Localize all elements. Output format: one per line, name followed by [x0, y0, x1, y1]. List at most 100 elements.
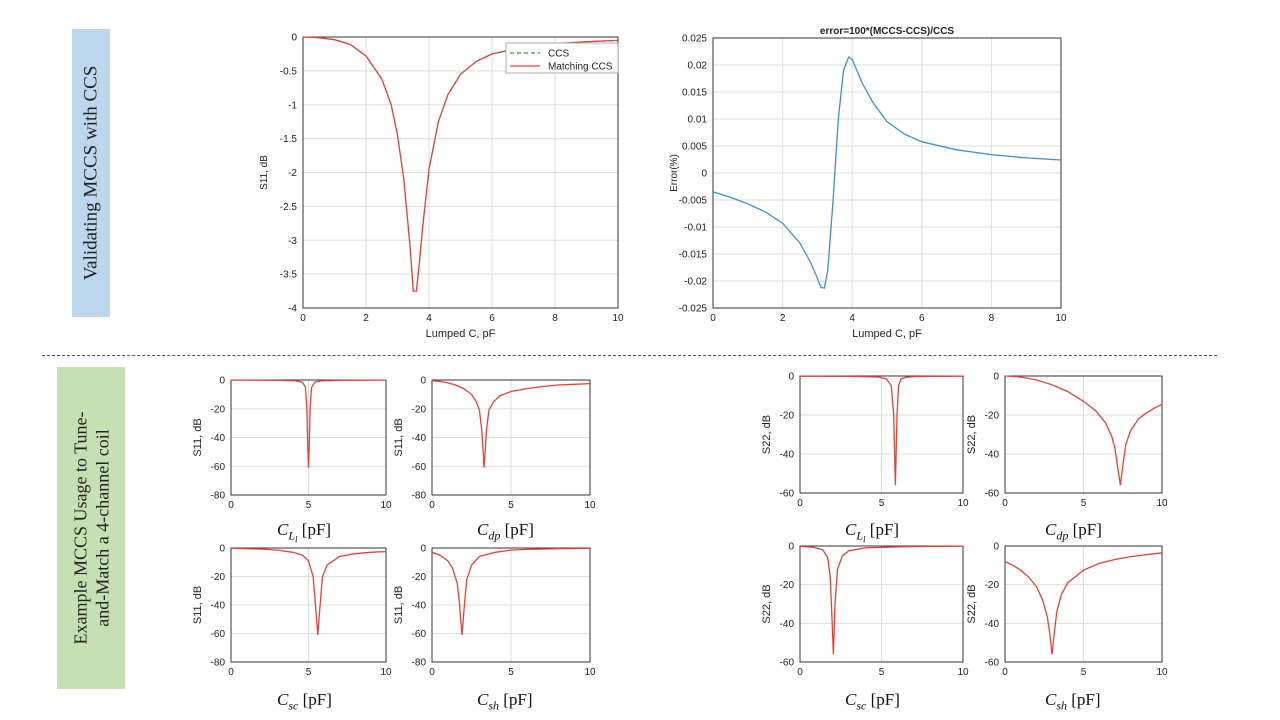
x-tick-label: 10	[957, 667, 969, 678]
plot-frame	[799, 545, 964, 663]
y-tick-label: -1	[288, 100, 297, 111]
y-axis-label: S11, dB	[393, 418, 405, 456]
x-axis-label: Lumped C, pF	[852, 328, 922, 340]
y-axis-label: S11, dB	[393, 586, 405, 624]
chart-s11-csh: 0 5 10 0 -20 -40 -60 -80 S11, dB	[393, 544, 596, 679]
y-tick-label: -80	[211, 491, 226, 502]
y-tick-label: -3	[288, 236, 297, 247]
x-tick-label: 4	[426, 313, 432, 324]
series-line-s22	[799, 545, 964, 655]
y-axis-label: S22, dB	[761, 584, 773, 623]
chart-s22-cll: 0 5 10 0 -20 -40 -60 S22, dB	[761, 372, 969, 510]
y-axis-label: S11, dB	[192, 586, 204, 624]
y-tick-label: -40	[780, 450, 795, 461]
y-axis-label: S11, dB	[192, 418, 204, 456]
y-tick-label: -0.02	[684, 277, 707, 288]
x-tick-label: 0	[429, 500, 435, 511]
y-tick-label: -0.5	[280, 66, 298, 77]
y-tick-label: 0.005	[682, 142, 707, 153]
x-tick-label: 5	[1081, 667, 1087, 678]
param-label-csh-right-bottom: Csh [pF]	[1045, 690, 1101, 713]
x-tick-label: 6	[489, 313, 495, 324]
plot-frame	[799, 375, 964, 494]
series-line-s11	[431, 380, 591, 468]
chart-s11-validation: 0 2 4 6 8 10 0 -0.5 -1 -1.5 -2 -2.5 -3 -3.5 -4 Lumped C…	[259, 33, 624, 341]
x-tick-label: 2	[363, 313, 369, 324]
param-label-csc-left-bottom: Csc [pF]	[277, 690, 332, 713]
y-axis-label: S11, dB	[259, 155, 270, 190]
x-tick-label: 8	[552, 313, 558, 324]
section-divider	[42, 355, 1217, 356]
y-tick-label: -0.005	[679, 196, 708, 207]
y-tick-label: -3.5	[280, 270, 298, 281]
y-tick-label: -60	[780, 658, 795, 669]
plot-frame	[431, 379, 591, 496]
y-tick-label: 0	[788, 372, 794, 383]
y-tick-label: -1.5	[280, 134, 298, 145]
chart-s22-csc: 0 5 10 0 -20 -40 -60 S22, dB	[761, 542, 969, 679]
y-tick-label: -20	[985, 580, 1000, 591]
y-tick-label: -20	[985, 411, 1000, 422]
x-tick-label: 10	[1156, 667, 1168, 678]
x-tick-label: 10	[612, 313, 624, 324]
chart-s11-cdp: 0 5 10 0 -20 -40 -60 -80 S11, dB	[393, 376, 596, 512]
section-label-example: Example MCCS Usage to Tune- and-Match a …	[57, 367, 125, 689]
x-tick-label: 0	[797, 667, 803, 678]
y-tick-label: -40	[780, 619, 795, 630]
x-axis-label: Lumped C, pF	[426, 328, 496, 340]
chart-s22-csh: 0 5 10 0 -20 -40 -60 S22, dB	[966, 542, 1168, 679]
param-label-csc-right-bottom: Csc [pF]	[845, 690, 900, 713]
x-tick-label: 0	[228, 667, 234, 678]
y-tick-label: 0	[219, 544, 225, 555]
legend-entry: CCS	[548, 49, 569, 60]
y-tick-label: -20	[780, 411, 795, 422]
y-tick-label: -20	[780, 580, 795, 591]
plot-frame	[1004, 375, 1163, 494]
y-tick-label: 0	[788, 542, 794, 553]
y-tick-label: 0.025	[682, 34, 707, 45]
y-tick-label: -40	[412, 601, 427, 612]
chart-title: error=100*(MCCS-CCS)/CCS	[820, 26, 955, 37]
section-label-validation: Validating MCCS with CCS	[72, 29, 110, 317]
y-tick-label: 0.015	[682, 88, 707, 99]
plot-frame	[431, 547, 591, 663]
y-tick-label: -40	[211, 433, 226, 444]
y-tick-label: -60	[780, 489, 795, 500]
plot-frame	[712, 37, 1062, 309]
x-tick-label: 10	[380, 500, 392, 511]
y-tick-label: -60	[412, 629, 427, 640]
x-tick-label: 5	[508, 500, 514, 511]
y-tick-label: 0.02	[688, 61, 708, 72]
y-tick-label: 0	[993, 542, 999, 553]
y-tick-label: 0	[701, 169, 707, 180]
legend-entry: Matching CCS	[548, 62, 613, 73]
x-tick-label: 5	[306, 500, 312, 511]
param-label-cdp-right-top: Cdp [pF]	[1045, 520, 1102, 543]
series-line-error	[712, 55, 1062, 289]
x-tick-label: 0	[228, 500, 234, 511]
y-tick-label: -2	[288, 168, 297, 179]
x-tick-label: 0	[429, 667, 435, 678]
x-tick-label: 0	[1002, 667, 1008, 678]
y-tick-label: 0.01	[688, 115, 708, 126]
y-tick-label: -20	[211, 572, 226, 583]
param-label-cdp-left-top: Cdp [pF]	[477, 520, 534, 543]
plot-frame	[230, 379, 387, 496]
chart-s22-cdp: 0 5 10 0 -20 -40 -60 S22, dB	[966, 372, 1168, 510]
y-tick-label: 0	[291, 33, 297, 44]
x-tick-label: 0	[710, 313, 716, 324]
series-line-s11	[431, 547, 591, 635]
x-tick-label: 4	[849, 313, 855, 324]
y-tick-label: 0	[993, 372, 999, 383]
series-line-s22	[1004, 552, 1163, 655]
y-tick-label: -40	[985, 450, 1000, 461]
x-tick-label: 5	[879, 667, 885, 678]
x-tick-label: 10	[584, 667, 596, 678]
chart-s11-cll: 0 5 10 0 -20 -40 -60 -80 S11, dB	[192, 376, 392, 512]
x-tick-label: 5	[879, 498, 885, 509]
param-label-cll-left-top: CLl [pF]	[277, 520, 332, 545]
x-tick-label: 10	[1156, 498, 1168, 509]
y-tick-label: -40	[211, 601, 226, 612]
y-tick-label: -80	[211, 658, 226, 669]
